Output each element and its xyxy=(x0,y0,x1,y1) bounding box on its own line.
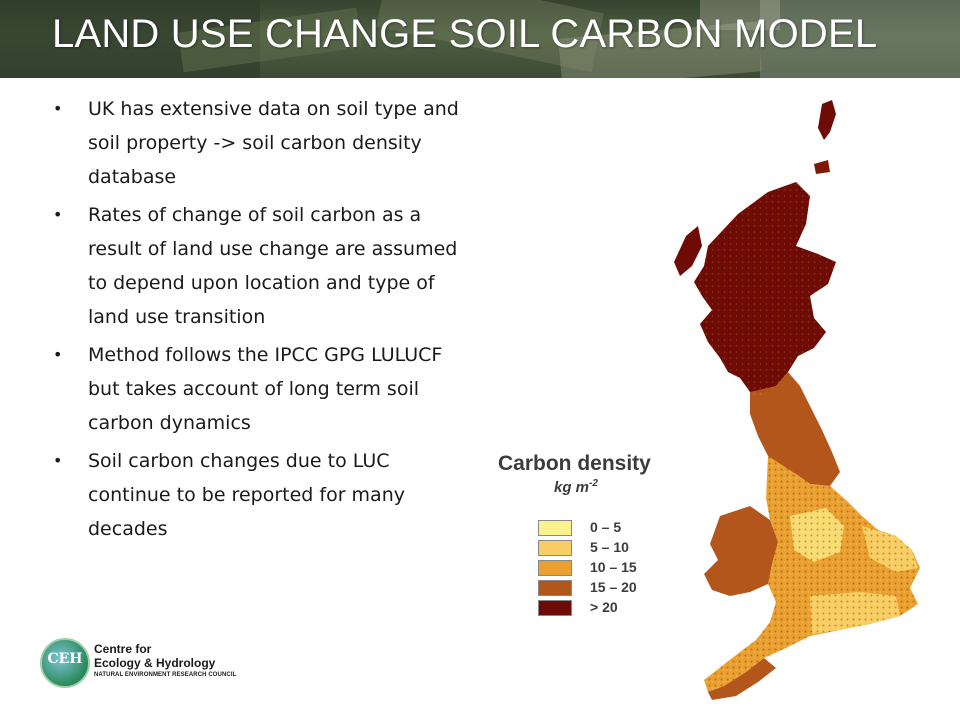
bullet-item: • Method follows the IPCC GPG LULUCF but … xyxy=(50,338,460,440)
legend-label: > 20 xyxy=(590,599,618,615)
legend-label: 5 – 10 xyxy=(590,539,629,555)
map-region-orkney xyxy=(814,160,830,174)
logo-line-1: Centre for xyxy=(94,642,152,656)
bullet-dot-icon: • xyxy=(53,99,63,118)
map-region-wales xyxy=(704,506,778,596)
bullet-list: • UK has extensive data on soil type and … xyxy=(50,92,460,550)
legend-item: 10 – 15 xyxy=(538,559,678,576)
legend-item: 0 – 5 xyxy=(538,519,678,536)
bullet-text: Method follows the IPCC GPG LULUCF but t… xyxy=(88,344,443,434)
legend-swatch xyxy=(538,540,572,556)
logo-line-2: Ecology & Hydrology xyxy=(94,656,216,670)
header-banner: LAND USE CHANGE SOIL CARBON MODEL xyxy=(0,0,960,78)
legend-item: 5 – 10 xyxy=(538,539,678,556)
legend-swatch xyxy=(538,560,572,576)
map-region-northern-england xyxy=(750,372,840,486)
legend-title: Carbon density xyxy=(498,452,651,475)
map-region-southwest xyxy=(708,658,776,700)
bullet-text: Rates of change of soil carbon as a resu… xyxy=(88,204,458,328)
ceh-logo: CEH Centre for Ecology & Hydrology NATUR… xyxy=(40,638,260,688)
map-region-western-isles xyxy=(674,226,702,276)
bullet-text: UK has extensive data on soil type and s… xyxy=(88,98,459,188)
bullet-dot-icon: • xyxy=(53,345,63,364)
ceh-logo-emblem-icon xyxy=(40,638,90,688)
map-region-northern-isles xyxy=(818,100,836,140)
uk-soil-carbon-map xyxy=(674,100,920,700)
bullet-dot-icon: • xyxy=(53,451,63,470)
legend-swatch xyxy=(538,520,572,536)
legend-item: 15 – 20 xyxy=(538,579,678,596)
legend-swatch xyxy=(538,600,572,616)
map-legend: Carbon density kg m-2 0 – 5 5 – 10 10 – … xyxy=(498,452,668,622)
legend-unit: kg m-2 xyxy=(554,478,598,496)
legend-label: 15 – 20 xyxy=(590,579,637,595)
slide-title: LAND USE CHANGE SOIL CARBON MODEL xyxy=(52,12,878,56)
bullet-item: • Soil carbon changes due to LUC continue… xyxy=(50,444,460,546)
bullet-text: Soil carbon changes due to LUC continue … xyxy=(88,450,405,540)
bullet-item: • Rates of change of soil carbon as a res… xyxy=(50,198,460,334)
legend-swatch xyxy=(538,580,572,596)
legend-label: 10 – 15 xyxy=(590,559,637,575)
ceh-logo-abbr: CEH xyxy=(47,651,83,667)
legend-label: 0 – 5 xyxy=(590,519,622,535)
legend-item: > 20 xyxy=(538,599,678,616)
bullet-item: • UK has extensive data on soil type and … xyxy=(50,92,460,194)
bullet-dot-icon: • xyxy=(53,205,63,224)
logo-line-3: NATURAL ENVIRONMENT RESEARCH COUNCIL xyxy=(94,672,237,678)
